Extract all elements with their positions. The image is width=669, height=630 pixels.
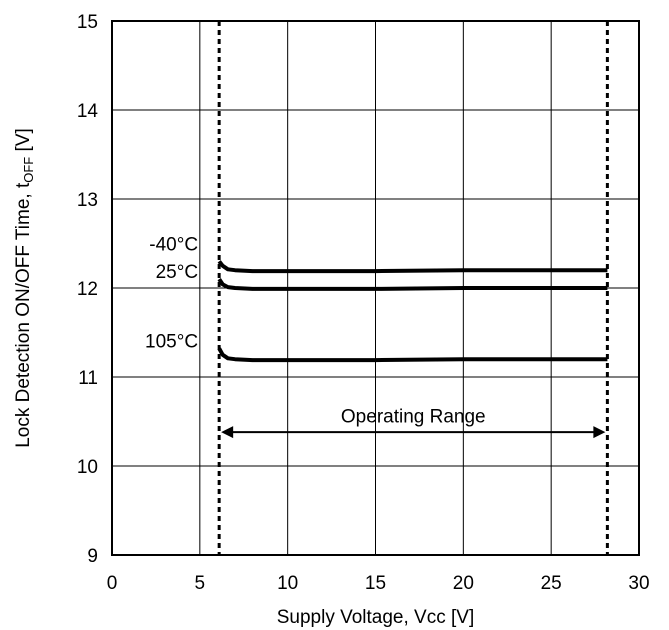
series-label: -40°C	[149, 235, 198, 256]
y-tick-label: 13	[77, 190, 98, 211]
operating-range-arrowhead-left	[221, 426, 234, 439]
x-tick-label: 0	[107, 573, 118, 594]
series-label: 25°C	[156, 262, 198, 283]
y-tick-label: 9	[87, 546, 98, 567]
x-tick-label: 15	[365, 573, 386, 594]
y-axis-label-subscript: OFF	[21, 157, 36, 183]
y-axis-label-unit: [V]	[13, 128, 34, 157]
operating-range: Operating Range	[217, 21, 609, 555]
series-line-1	[217, 277, 608, 291]
series-line-2	[217, 347, 608, 363]
x-axis-label: Supply Voltage, Vcc [V]	[277, 607, 475, 628]
y-axis-label: Lock Detection ON/OFF Time, tOFF [V]	[13, 128, 36, 448]
x-tick-label: 10	[277, 573, 298, 594]
y-axis-label-main: Lock Detection ON/OFF Time, t	[13, 182, 34, 448]
tick-labels: 0 5 10 15 20 25 30 9 10 11 12 13 14 15	[77, 12, 650, 594]
x-tick-label: 30	[628, 573, 649, 594]
y-tick-label: 10	[77, 457, 98, 478]
series-label: 105°C	[145, 332, 198, 353]
operating-range-label: Operating Range	[341, 406, 486, 427]
series-line-0	[217, 260, 608, 274]
x-tick-label: 20	[453, 573, 474, 594]
y-tick-label: 14	[77, 101, 99, 122]
y-tick-label: 15	[77, 12, 98, 33]
series-lines	[217, 260, 608, 363]
y-tick-label: 12	[77, 279, 98, 300]
plot-frame	[111, 20, 640, 556]
x-tick-label: 5	[195, 573, 206, 594]
y-tick-label: 11	[78, 368, 98, 389]
x-tick-label: 25	[541, 573, 562, 594]
operating-range-arrowhead-right	[593, 426, 606, 439]
series-labels: -40°C 25°C 105°C	[145, 235, 198, 353]
